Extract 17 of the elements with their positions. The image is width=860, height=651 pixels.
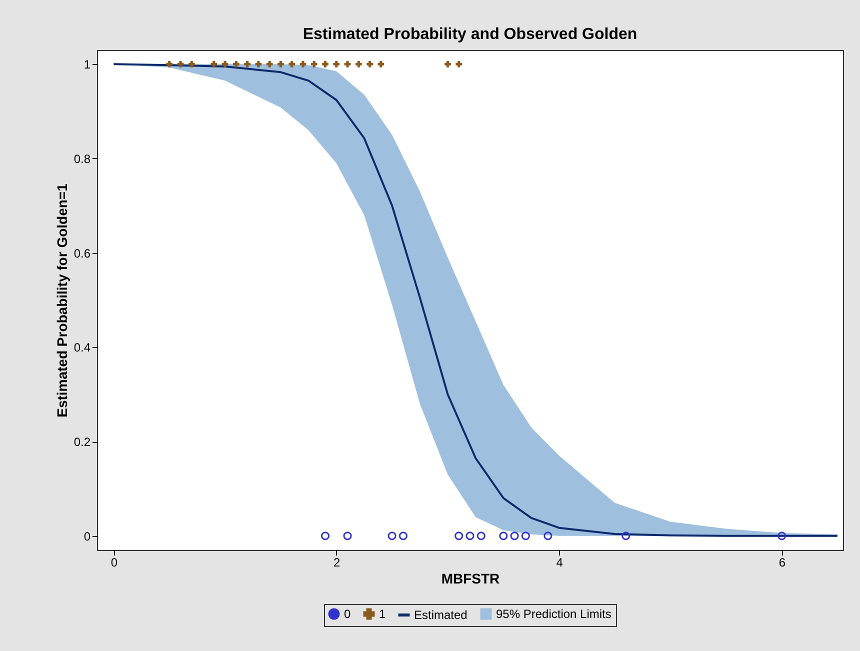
x-tick-label: 4 [556, 556, 564, 570]
x-tick-label: 6 [778, 556, 786, 570]
y-tick-label: 0.6 [74, 246, 91, 260]
y-tick-label: 1 [84, 58, 91, 72]
x-tick-label: 2 [334, 556, 341, 570]
text: 95% Prediction Limits [496, 607, 612, 621]
x-tick-label: 0 [110, 556, 118, 570]
legend-label: Estimated [414, 608, 468, 622]
y-tick-label: 0.2 [74, 435, 91, 450]
y-tick-label: 0.4 [74, 340, 91, 355]
y-tick-label: 0.8 [74, 152, 91, 166]
legend-label: 0 [344, 607, 351, 621]
x-axis-title: MBFSTR [441, 570, 500, 586]
chart-title: Estimated Probability and Observed Golden [302, 26, 638, 43]
y-tick-label: 0 [84, 529, 91, 544]
y-axis-title: Estimated Probability for Golden=1 [54, 183, 70, 418]
legend-label: 1 [379, 607, 386, 621]
